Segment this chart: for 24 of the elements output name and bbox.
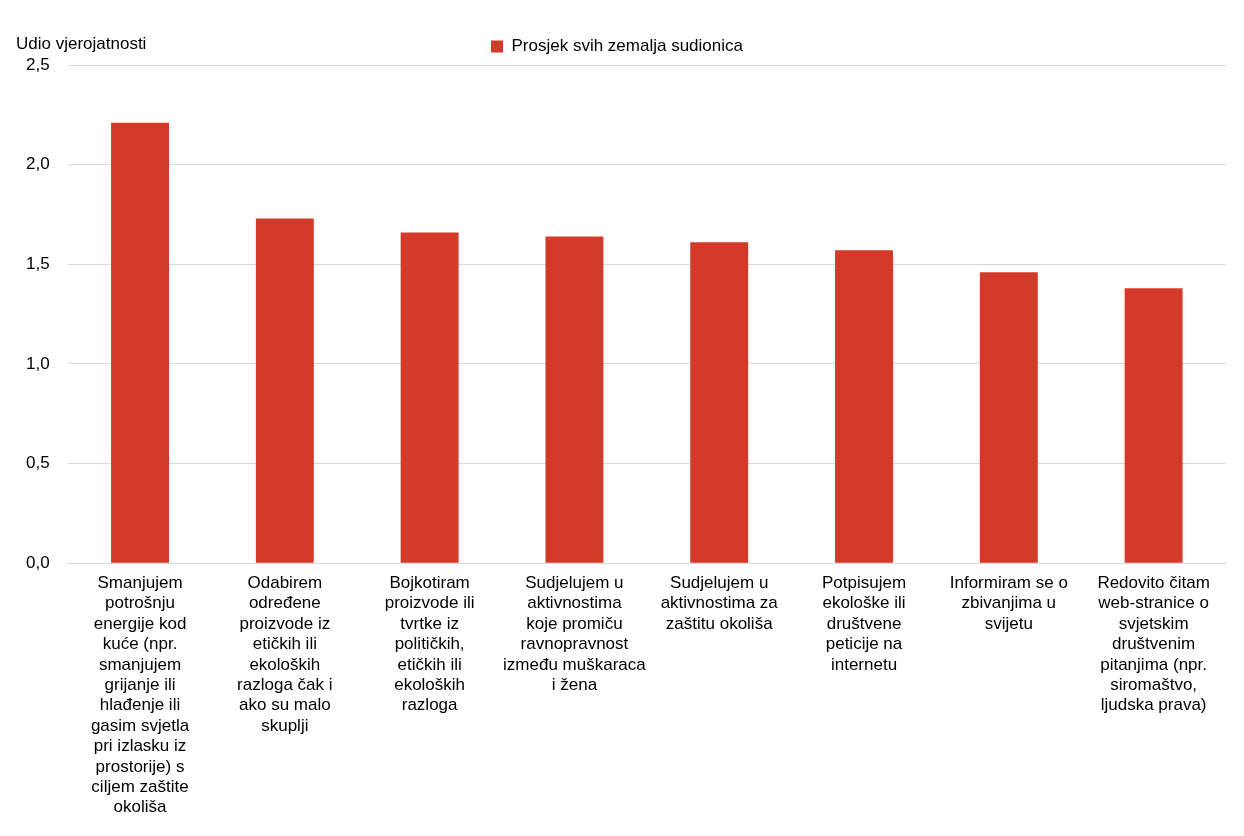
y-axis-title: Udio vjerojatnosti — [16, 34, 147, 54]
x-tick-label: Bojkotiram proizvode ili tvrtke iz političkih, etičkih ili ekoloških razloga — [384, 573, 475, 715]
y-tick-label: 1,5 — [25, 253, 50, 273]
x-tick-label: Redovito čitam web-stranice o svjetskim društvenim pitanjima (npr. siromaštvo, ljudska prava) — [1097, 573, 1210, 715]
bar — [835, 250, 893, 563]
y-tick-label: 1,0 — [25, 353, 50, 373]
x-tick-label: Sudjelujem u aktivnostima koje promiču ravnopravnost između muškaraca i žena — [503, 573, 647, 695]
bar — [690, 242, 749, 563]
bar — [1124, 288, 1183, 563]
x-tick-label: Odabirem određene proizvode iz etičkih ili ekoloških razloga čak i ako su malo skuplji — [237, 573, 333, 735]
y-tick-label: 0,0 — [25, 552, 50, 572]
bar — [979, 272, 1038, 563]
y-tick-label: 2,5 — [25, 54, 50, 74]
category-label: Smanjujem potrošnju energije kod kuće (npr. smanjujem grijanje ili hlađenje ili gasim svjetla pri izlasku iz prostorije) s ciljem zaštite okoliša — [90, 573, 190, 817]
bar — [400, 232, 459, 563]
y-tick-label: 2,0 — [25, 154, 50, 174]
legend-label: Prosjek svih zemalja sudionica — [511, 36, 744, 56]
x-tick-label: Potpisujem ekološke ili društvene peticije na internetu — [821, 573, 907, 674]
bar — [111, 122, 169, 563]
x-tick-label: Informiram se o zbivanjima u svijetu — [949, 573, 1068, 633]
x-tick-label: Sudjelujem u aktivnostima za zaštitu okoliša — [660, 573, 779, 633]
y-tick-label: 0,5 — [25, 453, 50, 473]
bar — [545, 236, 604, 563]
bar — [255, 218, 314, 563]
